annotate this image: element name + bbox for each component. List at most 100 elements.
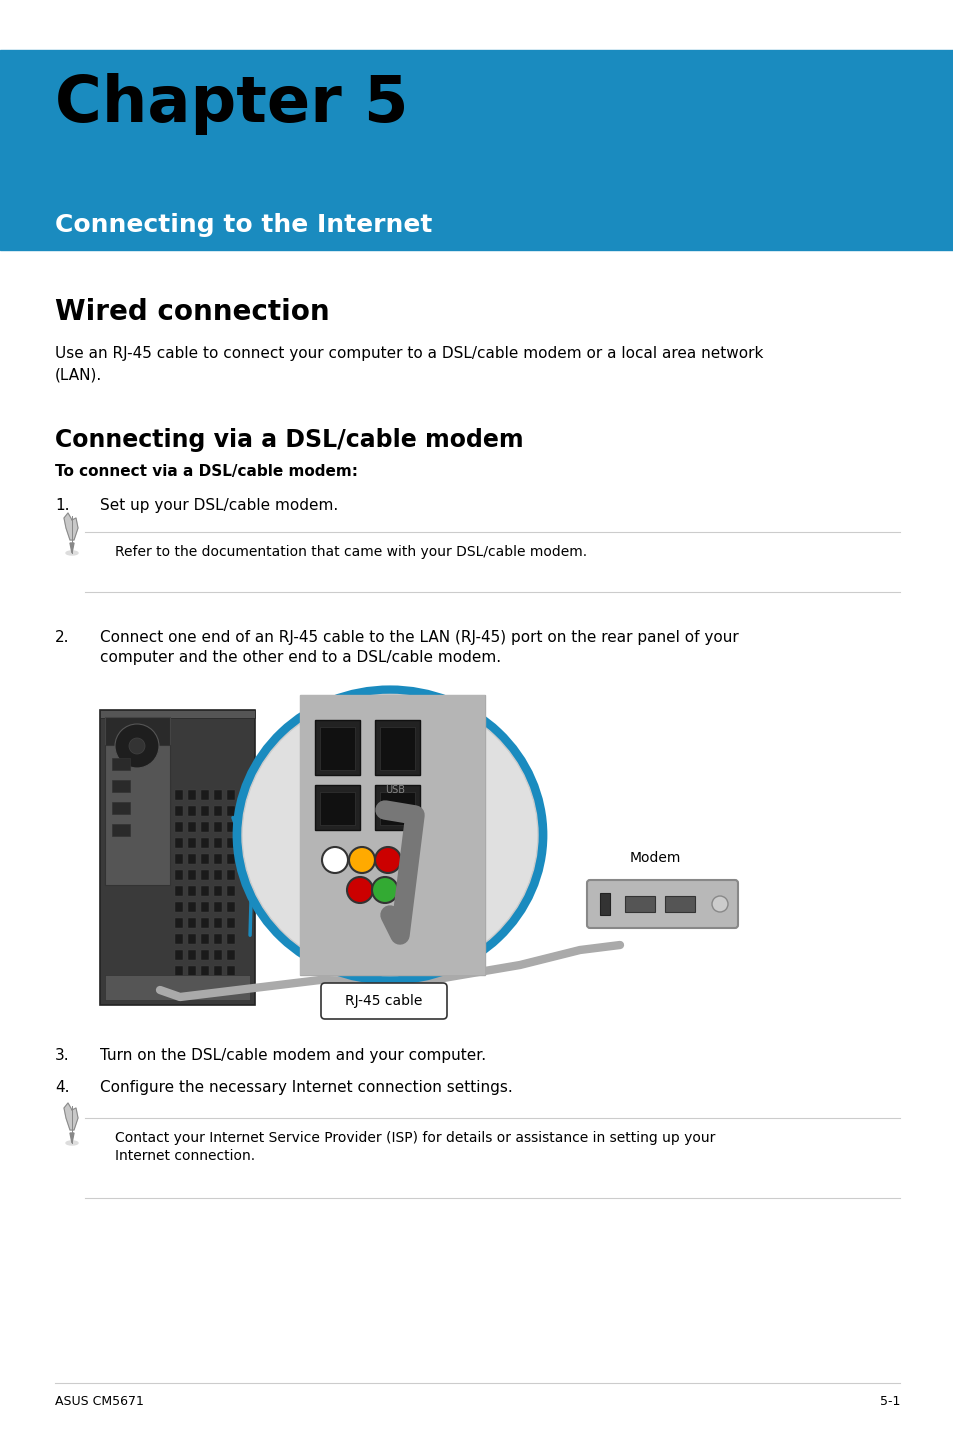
Bar [227, 854, 234, 864]
Bar [379, 792, 415, 825]
Text: computer and the other end to a DSL/cable modem.: computer and the other end to a DSL/cabl… [100, 650, 500, 664]
Bar [112, 824, 130, 835]
Bar [201, 807, 209, 815]
Bar [227, 966, 234, 976]
Text: RJ-45 cable: RJ-45 cable [345, 994, 422, 1008]
Bar [201, 917, 209, 928]
Polygon shape [70, 544, 74, 554]
Text: Use an RJ-45 cable to connect your computer to a DSL/cable modem or a local area: Use an RJ-45 cable to connect your compu… [55, 347, 762, 383]
Bar [599, 893, 609, 915]
Bar [174, 917, 183, 928]
Bar [201, 838, 209, 848]
Circle shape [322, 847, 348, 873]
Text: Modem: Modem [629, 851, 680, 866]
Circle shape [375, 847, 400, 873]
Bar [213, 886, 222, 896]
Bar [201, 886, 209, 896]
Bar [0, 0, 953, 50]
Text: Chapter 5: Chapter 5 [55, 73, 408, 135]
Bar [188, 935, 195, 943]
Bar [188, 951, 195, 961]
Bar [299, 695, 484, 975]
Text: 1.: 1. [55, 498, 70, 513]
Circle shape [349, 847, 375, 873]
Bar [227, 917, 234, 928]
Text: Set up your DSL/cable modem.: Set up your DSL/cable modem. [100, 498, 338, 513]
Text: Refer to the documentation that came with your DSL/cable modem.: Refer to the documentation that came wit… [115, 545, 586, 559]
Bar [188, 789, 195, 800]
Text: 5-1: 5-1 [879, 1395, 899, 1408]
Bar [188, 886, 195, 896]
Bar [375, 720, 419, 775]
Bar [100, 710, 254, 1005]
Bar [112, 779, 130, 792]
Ellipse shape [242, 695, 537, 975]
Bar [213, 951, 222, 961]
Bar [174, 966, 183, 976]
Bar [112, 802, 130, 814]
Circle shape [129, 738, 145, 754]
Bar [188, 854, 195, 864]
Text: 4.: 4. [55, 1080, 70, 1094]
Bar [213, 789, 222, 800]
Text: 3.: 3. [55, 1048, 70, 1063]
Bar [100, 710, 254, 718]
Bar [174, 807, 183, 815]
FancyBboxPatch shape [586, 880, 738, 928]
Bar [213, 838, 222, 848]
Circle shape [115, 723, 159, 768]
Text: Connecting via a DSL/cable modem: Connecting via a DSL/cable modem [55, 429, 523, 452]
Bar [227, 789, 234, 800]
Bar [213, 807, 222, 815]
Bar [201, 935, 209, 943]
Text: Configure the necessary Internet connection settings.: Configure the necessary Internet connect… [100, 1080, 512, 1094]
Bar [174, 902, 183, 912]
Bar [213, 902, 222, 912]
Ellipse shape [233, 687, 545, 984]
Bar [213, 966, 222, 976]
Polygon shape [70, 1133, 74, 1143]
Bar [213, 854, 222, 864]
Bar [213, 870, 222, 880]
Text: Connecting to the Internet: Connecting to the Internet [55, 213, 432, 237]
Bar [188, 917, 195, 928]
Bar [188, 823, 195, 833]
Polygon shape [64, 513, 78, 541]
Bar [188, 966, 195, 976]
Bar [213, 823, 222, 833]
Text: Connect one end of an RJ-45 cable to the LAN (RJ-45) port on the rear panel of y: Connect one end of an RJ-45 cable to the… [100, 630, 738, 646]
Bar [227, 902, 234, 912]
Bar [188, 902, 195, 912]
Text: ASUS CM5671: ASUS CM5671 [55, 1395, 144, 1408]
Bar [174, 935, 183, 943]
Bar [201, 823, 209, 833]
Bar [188, 870, 195, 880]
Circle shape [372, 877, 397, 903]
Bar [188, 807, 195, 815]
Bar [174, 951, 183, 961]
Bar [201, 870, 209, 880]
Bar [112, 758, 130, 769]
Bar [213, 917, 222, 928]
Bar [227, 838, 234, 848]
Bar [174, 854, 183, 864]
FancyBboxPatch shape [320, 984, 447, 1020]
Bar [174, 789, 183, 800]
Text: USB: USB [385, 785, 405, 795]
Bar [174, 823, 183, 833]
Bar [201, 789, 209, 800]
Text: Contact your Internet Service Provider (ISP) for details or assistance in settin: Contact your Internet Service Provider (… [115, 1132, 715, 1145]
Text: Internet connection.: Internet connection. [115, 1149, 254, 1163]
Bar [201, 966, 209, 976]
Bar [201, 902, 209, 912]
Bar [201, 951, 209, 961]
Text: 2.: 2. [55, 630, 70, 646]
Bar [188, 838, 195, 848]
Ellipse shape [66, 1140, 78, 1145]
Bar [319, 728, 355, 769]
Bar [624, 896, 655, 912]
Polygon shape [64, 1103, 78, 1130]
Bar [379, 728, 415, 769]
Bar [314, 785, 359, 830]
Text: To connect via a DSL/cable modem:: To connect via a DSL/cable modem: [55, 464, 357, 479]
